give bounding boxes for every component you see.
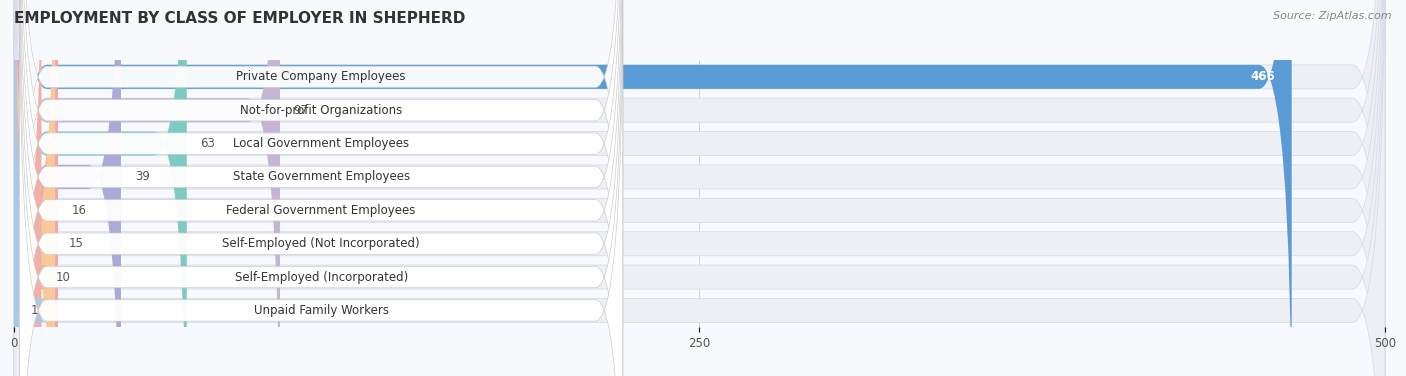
Text: Not-for-profit Organizations: Not-for-profit Organizations bbox=[240, 104, 402, 117]
FancyBboxPatch shape bbox=[14, 0, 1385, 376]
FancyBboxPatch shape bbox=[14, 0, 121, 376]
Text: 466: 466 bbox=[1250, 70, 1275, 83]
FancyBboxPatch shape bbox=[14, 0, 1385, 376]
Text: Self-Employed (Incorporated): Self-Employed (Incorporated) bbox=[235, 271, 408, 284]
FancyBboxPatch shape bbox=[14, 0, 55, 376]
FancyBboxPatch shape bbox=[20, 0, 623, 376]
Text: Self-Employed (Not Incorporated): Self-Employed (Not Incorporated) bbox=[222, 237, 420, 250]
Text: 63: 63 bbox=[201, 137, 215, 150]
FancyBboxPatch shape bbox=[14, 0, 1385, 376]
FancyBboxPatch shape bbox=[8, 0, 46, 376]
FancyBboxPatch shape bbox=[20, 0, 623, 376]
Text: Unpaid Family Workers: Unpaid Family Workers bbox=[253, 304, 388, 317]
FancyBboxPatch shape bbox=[14, 0, 280, 376]
FancyBboxPatch shape bbox=[14, 0, 1385, 376]
Text: 97: 97 bbox=[294, 104, 309, 117]
FancyBboxPatch shape bbox=[14, 0, 58, 376]
FancyBboxPatch shape bbox=[20, 0, 623, 376]
FancyBboxPatch shape bbox=[0, 0, 46, 376]
Text: Source: ZipAtlas.com: Source: ZipAtlas.com bbox=[1274, 11, 1392, 21]
FancyBboxPatch shape bbox=[14, 0, 1385, 376]
FancyBboxPatch shape bbox=[20, 0, 623, 376]
FancyBboxPatch shape bbox=[20, 0, 623, 376]
Text: State Government Employees: State Government Employees bbox=[232, 170, 409, 183]
Text: EMPLOYMENT BY CLASS OF EMPLOYER IN SHEPHERD: EMPLOYMENT BY CLASS OF EMPLOYER IN SHEPH… bbox=[14, 11, 465, 26]
FancyBboxPatch shape bbox=[14, 0, 1385, 376]
FancyBboxPatch shape bbox=[14, 0, 1385, 376]
FancyBboxPatch shape bbox=[14, 0, 1292, 376]
FancyBboxPatch shape bbox=[20, 0, 623, 376]
Text: 15: 15 bbox=[69, 237, 84, 250]
Text: Private Company Employees: Private Company Employees bbox=[236, 70, 406, 83]
FancyBboxPatch shape bbox=[20, 0, 623, 376]
FancyBboxPatch shape bbox=[14, 0, 187, 376]
FancyBboxPatch shape bbox=[14, 0, 1385, 376]
Text: Federal Government Employees: Federal Government Employees bbox=[226, 204, 416, 217]
Text: 10: 10 bbox=[55, 271, 70, 284]
Text: 39: 39 bbox=[135, 170, 149, 183]
Text: Local Government Employees: Local Government Employees bbox=[233, 137, 409, 150]
FancyBboxPatch shape bbox=[20, 0, 623, 376]
Text: 16: 16 bbox=[72, 204, 87, 217]
Text: 1: 1 bbox=[31, 304, 38, 317]
